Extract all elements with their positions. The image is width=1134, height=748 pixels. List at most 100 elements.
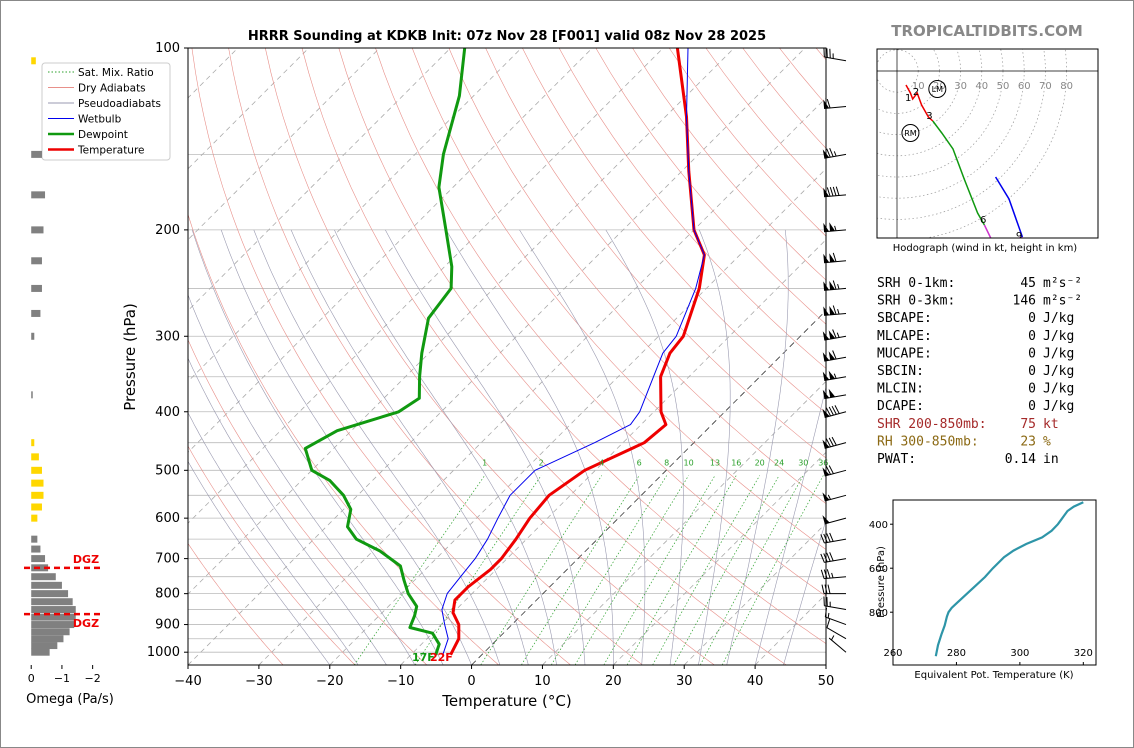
index-value: 0 [1028,399,1036,414]
hodograph: 10 20 30 40 50 60 70 80 12 3 6 9 RM LM [876,48,1099,242]
x-tick-label: 40 [747,674,764,689]
wind-barb-shaft [824,538,847,544]
mix-ratio-label: 1 [482,459,487,468]
legend-label: Temperature [77,145,145,157]
legend-label: Wetbulb [78,114,122,126]
index-unit: kt [1043,417,1059,432]
mix-ratio-line [626,475,737,665]
skewt-plot: 1 2 4 6 8 10 13 16 20 24 30 36100200300400500600700… [147,41,835,689]
theta-e-area [934,501,1084,657]
y-tick-label: 900 [155,618,180,633]
y-tick-label: 800 [155,587,180,602]
wind-barb-shaft [825,616,847,626]
index-value: 0 [1028,364,1036,379]
wind-barb-half [837,309,840,315]
wind-barb-flag [829,253,836,263]
hodograph-height-label: 1 [905,93,911,104]
wind-barb-half [834,225,837,231]
dry-adiabat-line [188,542,284,665]
mix-ratio-line [673,475,780,665]
dewpoint-series-line [303,48,467,656]
legend-label: Sat. Mix. Ratio [78,67,154,79]
mix-ratio-line [699,475,804,665]
omega-bar [31,479,44,487]
wind-barb-shaft [824,411,847,418]
brand-watermark: TROPICALTIDBITS.COM [891,22,1083,40]
wind-barb-full [828,465,834,474]
omega-bar [31,257,42,265]
wind-barb-full [831,436,837,446]
dry-adiabat-line [301,48,787,665]
omega-bar [31,226,44,234]
wind-barb-flag [822,492,830,502]
mix-ratio-line [603,475,716,665]
omega-bar [31,332,35,340]
wind-barb-shaft [824,576,847,580]
wind-barb-full [832,305,837,315]
omega-plot: DGZ DGZ 0 −1 −2 [24,57,101,685]
x-tick-label: 30 [676,674,693,689]
dry-adiabat-line [191,48,571,665]
moist-adiabat-line [726,229,789,665]
omega-bar [31,503,42,511]
wind-barb-full [820,534,825,544]
wind-barb-flag [823,99,830,109]
index-value: 0 [1028,382,1036,397]
wind-barb-flag [828,370,836,380]
wind-barb-full [824,607,828,618]
omega-bar [31,573,56,581]
omega-bar [31,606,76,614]
moist-adiabat-line [188,294,416,665]
mix-ratio-line [414,475,542,665]
x-axis-label: Temperature (°C) [441,692,571,710]
hodograph-ring-label: 70 [1039,81,1052,92]
mix-ratio-label: 2 [539,459,544,468]
dry-adiabat-line [228,48,643,665]
wind-barb-full [831,405,837,415]
x-tick-label: 50 [818,674,835,689]
omega-axis-label: Omega (Pa/s) [26,692,114,707]
wind-barb-flag [822,439,830,449]
wind-barb-full [834,405,840,414]
storm-motion-label: RM [904,129,917,138]
dry-adiabat-line [595,48,826,325]
x-tick-label: −20 [316,674,343,689]
wind-barb-full [827,584,831,594]
wind-barb-full [829,147,834,157]
hodograph-height-label: 9 [1016,231,1022,242]
hodograph-segment [994,176,1024,238]
wind-barb-shaft [824,356,847,362]
moist-adiabat-line [605,229,684,665]
wind-barb-full [825,438,831,448]
wind-barb-half [833,151,837,157]
wind-barb-shaft [824,260,847,264]
index-label: MLCIN: [877,382,924,397]
omega-x-tick-label: −2 [85,672,101,685]
index-unit: m²s⁻² [1043,294,1082,309]
surface-temperature-label: 22F [430,651,453,664]
hodograph-ring-label: 30 [954,81,967,92]
wind-barb-full [826,552,831,562]
wind-barb-full [832,252,837,262]
x-tick-label: −30 [245,674,272,689]
theta-e-plot: 400 600 800 260 280 300 320 [869,499,1097,666]
omega-bar [31,309,41,317]
index-unit: in [1043,452,1059,467]
wind-barb-full [821,584,825,594]
omega-bar [31,628,70,636]
moist-adiabat-line [188,412,359,665]
mix-ratio-line [574,475,689,665]
wind-barb-flag [829,305,836,315]
hodograph-height-label: 2 [913,87,919,98]
mix-ratio-label: 4 [599,459,604,468]
mix-ratio-line [480,475,602,665]
isotherm-line [188,48,593,453]
y-tick-label: 500 [155,463,180,478]
theta-e-x-tick-label: 300 [1010,648,1029,659]
omega-bar [31,150,42,158]
wind-barb-full [826,187,831,197]
wind-barb-full [829,187,834,197]
moist-adiabat-line [385,229,586,665]
moist-adiabat-line [754,385,826,665]
wind-barb-flag [829,222,836,232]
